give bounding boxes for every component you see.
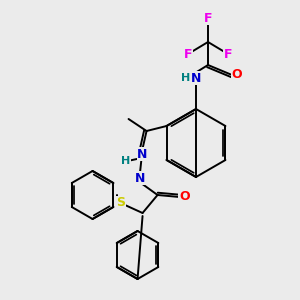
Text: O: O [232, 68, 242, 82]
Text: F: F [204, 11, 212, 25]
Text: H: H [121, 156, 130, 166]
Text: H: H [182, 73, 190, 83]
Text: S: S [116, 196, 125, 209]
Text: O: O [179, 190, 190, 203]
Text: F: F [224, 47, 232, 61]
Text: N: N [191, 71, 201, 85]
Text: N: N [135, 172, 146, 184]
Text: N: N [137, 148, 148, 160]
Text: F: F [184, 47, 192, 61]
